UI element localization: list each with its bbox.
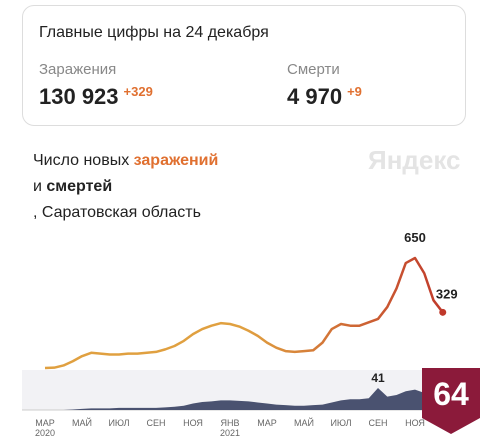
stat-label: Смерти	[287, 61, 340, 78]
summary-card: Главные цифры на 24 декабря Заражения 13…	[22, 5, 466, 126]
x-tick-label: СЕН	[368, 418, 388, 428]
legend-deaths: смертей	[46, 178, 113, 195]
x-tick-label: МАЙ	[294, 418, 314, 428]
stat: 4 970 +9	[287, 84, 362, 110]
card-title: Главные цифры на 24 декабря	[39, 24, 269, 41]
data-label: 329	[436, 286, 458, 301]
x-tick-label: ИЮЛ	[108, 418, 130, 428]
logo: Яндекс	[368, 145, 461, 175]
heading-text: Число новых	[33, 152, 130, 169]
data-label: 650	[404, 230, 426, 245]
stat-value: 130 923	[39, 84, 119, 109]
chart-heading: Число новых заражений и смертей , Сарато…	[33, 148, 218, 226]
x-tick-label: НОЯ	[183, 418, 203, 428]
x-tick-label: СЕН	[146, 418, 166, 428]
heading-text: , Саратовская область	[33, 204, 201, 221]
stat-label: Заражения	[39, 61, 117, 78]
x-tick-label: МАР 2020	[34, 418, 56, 438]
infections-line	[44, 256, 444, 370]
x-tick-label: МАЙ	[72, 418, 92, 428]
heading-text: и	[33, 178, 42, 195]
data-label: 41	[371, 371, 385, 385]
deaths-area	[45, 388, 443, 410]
stat-delta: +9	[347, 84, 362, 99]
x-tick-label: МАР	[257, 418, 277, 428]
end-point	[439, 308, 447, 316]
stat-delta: +329	[123, 84, 153, 99]
legend-infections: заражений	[133, 152, 219, 169]
x-tick-label: ЯНВ 2021	[219, 418, 241, 438]
badge-text: 64	[433, 376, 469, 412]
x-tick-label: НОЯ	[405, 418, 425, 428]
badge	[422, 368, 480, 434]
stat: 130 923 +329	[39, 84, 153, 110]
x-tick-label: ИЮЛ	[330, 418, 352, 428]
stat-value: 4 970	[287, 84, 343, 109]
